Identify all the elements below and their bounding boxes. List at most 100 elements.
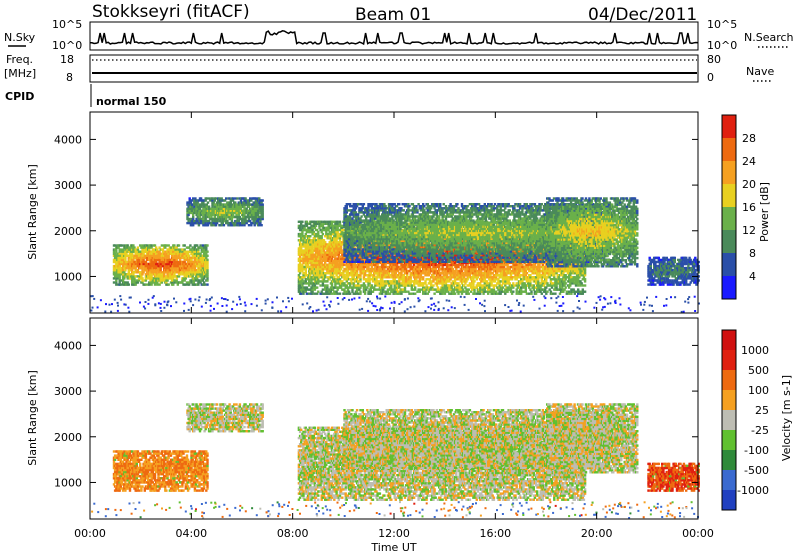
echo-cell — [172, 283, 174, 285]
echo-cell — [161, 279, 163, 281]
echo-cell — [207, 201, 209, 203]
echo-cell — [199, 216, 201, 218]
echo-cell — [156, 283, 158, 285]
echo-cell — [172, 251, 174, 253]
echo-cell — [142, 271, 144, 273]
echo-cell — [178, 248, 180, 250]
echo-cell — [206, 279, 208, 281]
echo-cell — [203, 281, 205, 283]
nsky-label: N.Sky — [4, 31, 36, 44]
echo-cell — [146, 269, 148, 271]
echo-cell — [176, 269, 178, 271]
echo-cell — [139, 244, 141, 246]
echo-cell — [204, 283, 206, 285]
echo-cell — [189, 244, 191, 246]
echo-cell — [138, 279, 140, 281]
echo-cell — [137, 269, 139, 271]
echo-cell — [197, 251, 199, 253]
echo-cell — [193, 279, 195, 281]
echo-cell — [206, 244, 208, 246]
echo-cell — [156, 248, 158, 250]
echo-cell — [119, 275, 121, 277]
echo-cell — [188, 255, 190, 257]
echo-cell — [186, 275, 188, 277]
echo-cell — [158, 251, 160, 253]
echo-cell — [189, 275, 191, 277]
echo-cell — [199, 208, 201, 210]
echo-cell — [204, 269, 206, 271]
echo-cell — [113, 251, 115, 253]
echo-cell — [207, 224, 209, 226]
freq-panel — [90, 55, 698, 82]
echo-cell — [127, 281, 129, 283]
echo-cell — [165, 275, 167, 277]
echo-cell — [120, 269, 122, 271]
nsky-tick-bottom: 10^0 — [52, 39, 82, 52]
echo-cell — [184, 244, 186, 246]
echo-cell — [181, 279, 183, 281]
rti-plot: Stokkseyri (fitACF) Beam 01 04/Dec/2011 … — [0, 0, 800, 554]
echo-cell — [135, 248, 137, 250]
echo-cell — [171, 269, 173, 271]
echo-cell — [124, 281, 126, 283]
echo-cell — [202, 251, 204, 253]
echo-cell — [185, 269, 187, 271]
echo-cell — [132, 251, 134, 253]
echo-cell — [193, 261, 195, 263]
echo-cell — [119, 271, 121, 273]
echo-cell — [124, 257, 126, 259]
echo-cell — [150, 244, 152, 246]
echo-cell — [146, 251, 148, 253]
echo-cell — [178, 275, 180, 277]
echo-cell — [186, 216, 188, 218]
nave-tick-bottom: 0 — [707, 71, 714, 84]
echo-cell — [165, 244, 167, 246]
echo-cell — [195, 269, 197, 271]
echo-cell — [144, 257, 146, 259]
echo-cell — [131, 279, 133, 281]
echo-cell — [206, 261, 208, 263]
echo-cell — [129, 269, 131, 271]
echo-cell — [153, 265, 155, 267]
echo-cell — [120, 283, 122, 285]
echo-cell — [206, 251, 208, 253]
echo-cell — [120, 248, 122, 250]
echo-cell — [191, 206, 193, 208]
nsky-panel — [90, 22, 698, 50]
echo-cell — [148, 257, 150, 259]
echo-cell — [188, 269, 190, 271]
echo-cell — [189, 218, 191, 220]
echo-cell — [146, 257, 148, 259]
echo-cell — [160, 269, 162, 271]
echo-cell — [193, 206, 195, 208]
nave-tick-top: 80 — [707, 53, 721, 66]
echo-cell — [124, 269, 126, 271]
echo-cell — [156, 251, 158, 253]
echo-cell — [206, 197, 208, 199]
echo-cell — [115, 251, 117, 253]
echo-cell — [206, 283, 208, 285]
echo-cell — [193, 212, 195, 214]
echo-cell — [162, 251, 164, 253]
echo-cell — [181, 251, 183, 253]
echo-cell — [164, 246, 166, 248]
echo-cell — [158, 283, 160, 285]
echo-cell — [146, 244, 148, 246]
echo-cell — [168, 251, 170, 253]
echo-cell — [155, 265, 157, 267]
echo-cell — [189, 251, 191, 253]
echo-cell — [181, 248, 183, 250]
echo-cell — [179, 251, 181, 253]
echo-cell — [122, 269, 124, 271]
echo-cell — [182, 269, 184, 271]
echo-cell — [168, 283, 170, 285]
echo-cell — [197, 275, 199, 277]
echo-cell — [150, 283, 152, 285]
echo-cell — [177, 251, 179, 253]
echo-cell — [205, 216, 207, 218]
echo-cell — [173, 279, 175, 281]
echo-cell — [168, 244, 170, 246]
echo-cell — [119, 251, 121, 253]
echo-cell — [128, 283, 130, 285]
echo-cell — [202, 244, 204, 246]
